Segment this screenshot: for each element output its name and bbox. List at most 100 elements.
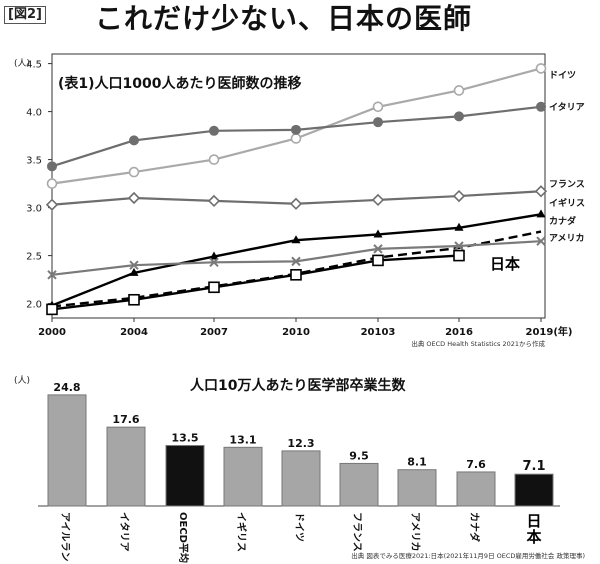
data-point — [291, 235, 301, 244]
bar-ドイツ — [281, 450, 321, 507]
category-label: フランス — [351, 512, 363, 552]
data-point — [45, 198, 59, 211]
bar-value-label: 17.6 — [112, 413, 139, 426]
y-tick-label: 2.5 — [26, 252, 42, 263]
bar-アメリカ — [397, 469, 437, 507]
page-title: これだけ少ない、日本の医師 — [95, 2, 473, 35]
bar-value-label: 24.8 — [53, 381, 80, 394]
x-tick-label: 2019(年) — [526, 325, 573, 338]
data-point — [534, 185, 548, 198]
category-label: カナダ — [468, 512, 481, 542]
data-point — [128, 166, 140, 178]
data-point — [535, 63, 547, 74]
bar-chart: (人) 人口10万人あたり医学部卒業生数 24.8 アイルランド 17.6 イタリア 13.… — [14, 375, 585, 564]
series-label: カナダ — [549, 215, 576, 227]
category-label: 本 — [526, 528, 541, 546]
y-tick-label: 2.0 — [26, 300, 42, 311]
data-point — [209, 257, 219, 268]
y-tick-label: 3.0 — [26, 204, 42, 215]
data-point — [47, 270, 57, 280]
series-label: アメリカ — [549, 233, 585, 244]
x-tick-label: 2000 — [38, 327, 66, 338]
data-point — [372, 101, 384, 113]
category-label: イギリス — [235, 512, 248, 552]
data-point — [452, 189, 466, 203]
y-tick-label: 3.5 — [26, 156, 42, 167]
data-point — [373, 229, 383, 238]
bar-value-label: 12.3 — [287, 437, 314, 450]
bar-イギリス — [223, 446, 263, 507]
series-line — [51, 254, 460, 311]
category-label: アイルランド — [59, 512, 71, 564]
bar-value-label: 13.1 — [229, 433, 256, 446]
series-label: ドイツ — [549, 70, 576, 81]
data-point — [289, 197, 303, 210]
data-point — [536, 236, 546, 246]
x-tick-label: 20103 — [361, 327, 396, 338]
figure-label: [図2] — [4, 6, 46, 24]
bar-unit-label: (人) — [14, 375, 30, 386]
bar-chart-source: 出典 図表でみる医療2021:日本(2021年11月9日 OECD雇用労働社会 … — [351, 551, 585, 560]
category-label: イタリア — [118, 512, 130, 552]
y-tick-label: 4.5 — [26, 60, 42, 71]
data-point — [208, 154, 220, 165]
data-point — [46, 178, 58, 189]
data-point — [47, 161, 57, 172]
line-chart: (人) (表1)人口1000人あたり医師数の推移 2.0 2.5 3.0 3.5 4.0 4.… — [14, 53, 585, 348]
y-tick-label: 4.0 — [26, 108, 42, 119]
bar-chart-title: 人口10万人あたり医学部卒業生数 — [190, 377, 406, 394]
series-イタリア: イタリア — [47, 101, 585, 172]
data-point — [291, 124, 301, 135]
data-point — [373, 117, 383, 128]
data-point — [373, 244, 383, 254]
series-label: 日本 — [490, 255, 520, 273]
series-イギリス: イギリス — [47, 197, 585, 309]
series-label: イタリア — [549, 101, 585, 113]
bar-フランス — [339, 462, 379, 507]
data-point — [207, 194, 221, 208]
x-tick-label: 2010 — [282, 327, 310, 338]
data-point — [453, 85, 465, 96]
data-point — [209, 251, 219, 260]
bar-OECD平均 — [165, 445, 205, 507]
data-point — [129, 260, 139, 270]
line-chart-source: 出典 OECD Health Statistics 2021から作成 — [411, 339, 545, 348]
bar-value-label: 7.6 — [466, 458, 486, 471]
bar-value-label: 13.5 — [171, 432, 198, 445]
y-unit-label: (人) — [14, 58, 30, 69]
series-アメリカ: アメリカ — [47, 233, 585, 280]
x-tick-label: 2007 — [200, 327, 228, 338]
series-label: フランス — [549, 179, 585, 190]
category-label: OECD平均 — [177, 512, 190, 563]
data-point — [208, 281, 220, 294]
bar-日本 — [514, 473, 554, 507]
data-point — [128, 293, 140, 306]
bar-アイルランド — [47, 394, 87, 507]
series-ドイツ: ドイツ — [46, 63, 576, 189]
bar-value-label: 7.1 — [522, 459, 545, 474]
data-point — [454, 222, 464, 231]
bar-value-label: 8.1 — [407, 456, 427, 469]
bar-value-label: 9.5 — [349, 449, 369, 462]
series-フランス: フランス — [45, 179, 585, 211]
category-label: ドイツ — [293, 512, 305, 542]
data-point — [454, 241, 464, 251]
data-point — [291, 256, 301, 267]
line-chart-title: (表1)人口1000人あたり医師数の推移 — [58, 75, 302, 92]
data-point — [290, 269, 302, 281]
data-point — [46, 303, 58, 316]
series-日本: 日本 — [46, 249, 520, 316]
series-label: イギリス — [549, 197, 585, 209]
data-point — [129, 267, 139, 276]
data-point — [536, 101, 546, 112]
data-point — [371, 193, 385, 207]
data-point — [129, 135, 139, 146]
category-label: 日 — [526, 512, 541, 530]
category-label: アメリカ — [409, 512, 421, 552]
x-tick-label: 2016 — [445, 327, 473, 338]
data-point — [536, 209, 546, 218]
data-point — [372, 254, 384, 267]
x-tick-label: 2004 — [120, 327, 148, 338]
data-point — [127, 191, 141, 205]
bar-カナダ — [456, 471, 496, 507]
